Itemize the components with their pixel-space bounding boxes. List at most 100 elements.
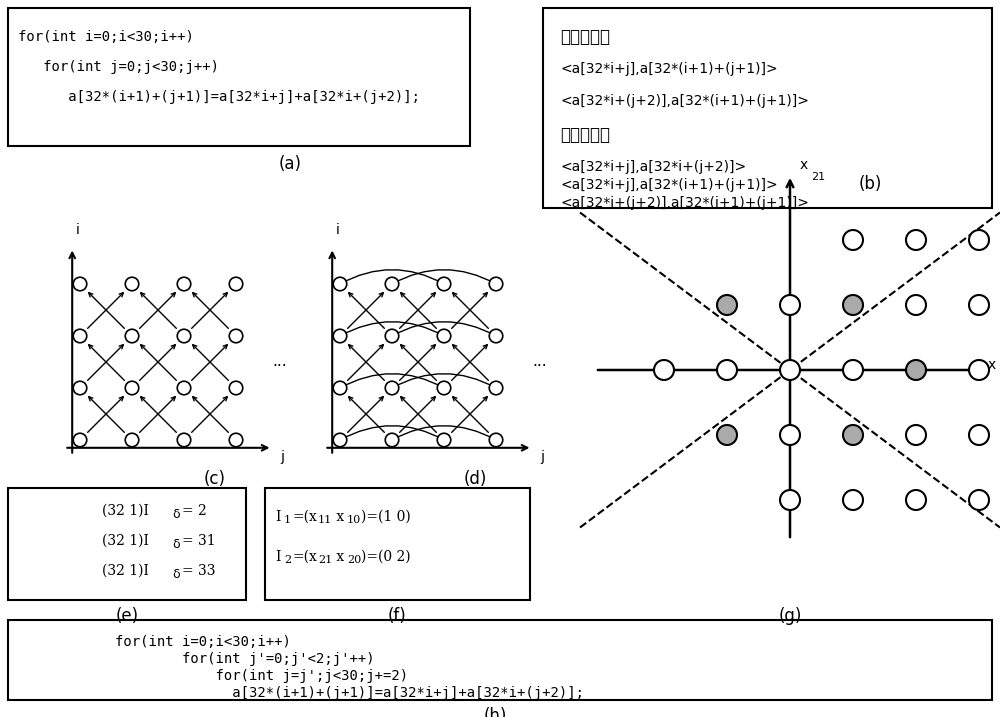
Text: for(int i=0;i<30;i++): for(int i=0;i<30;i++) xyxy=(18,30,194,44)
Text: <a[32*i+j],a[32*(i+1)+(j+1)]>: <a[32*i+j],a[32*(i+1)+(j+1)]> xyxy=(560,178,778,192)
Circle shape xyxy=(73,381,87,395)
Circle shape xyxy=(437,381,451,395)
Circle shape xyxy=(125,329,139,343)
Text: j: j xyxy=(280,450,284,464)
Circle shape xyxy=(780,425,800,445)
Circle shape xyxy=(437,329,451,343)
Bar xyxy=(8,488,246,600)
Circle shape xyxy=(73,329,87,343)
Circle shape xyxy=(717,360,737,380)
Text: x: x xyxy=(800,158,808,172)
Text: =(x: =(x xyxy=(292,510,317,524)
Text: I: I xyxy=(275,550,280,564)
Text: 10: 10 xyxy=(347,515,361,525)
Text: (a): (a) xyxy=(278,155,302,173)
Circle shape xyxy=(333,381,347,395)
Text: (d): (d) xyxy=(463,470,487,488)
Bar xyxy=(8,620,992,700)
Circle shape xyxy=(843,230,863,250)
Circle shape xyxy=(489,381,503,395)
Circle shape xyxy=(969,490,989,510)
Text: a[32*(i+1)+(j+1)]=a[32*i+j]+a[32*i+(j+2)];: a[32*(i+1)+(j+1)]=a[32*i+j]+a[32*i+(j+2)… xyxy=(115,686,584,700)
Circle shape xyxy=(229,329,243,343)
Text: = 33: = 33 xyxy=(182,564,216,578)
Text: <a[32*i+(j+2)],a[32*(i+1)+(j+1)]>: <a[32*i+(j+2)],a[32*(i+1)+(j+1)]> xyxy=(560,196,809,210)
Text: x: x xyxy=(332,510,344,524)
Text: <a[32*i+(j+2)],a[32*(i+1)+(j+1)]>: <a[32*i+(j+2)],a[32*(i+1)+(j+1)]> xyxy=(560,94,809,108)
Text: = 2: = 2 xyxy=(182,504,207,518)
Circle shape xyxy=(177,381,191,395)
Text: i: i xyxy=(336,223,340,237)
Circle shape xyxy=(717,425,737,445)
Circle shape xyxy=(717,295,737,315)
Circle shape xyxy=(843,295,863,315)
Text: 21: 21 xyxy=(318,555,332,565)
Text: <a[32*i+j],a[32*i+(j+2)]>: <a[32*i+j],a[32*i+(j+2)]> xyxy=(560,160,746,174)
Circle shape xyxy=(654,360,674,380)
Text: a[32*(i+1)+(j+1)]=a[32*i+j]+a[32*i+(j+2)];: a[32*(i+1)+(j+1)]=a[32*i+j]+a[32*i+(j+2)… xyxy=(18,90,420,104)
Bar xyxy=(8,8,470,146)
Text: ...: ... xyxy=(532,354,547,369)
Circle shape xyxy=(969,295,989,315)
Text: (c): (c) xyxy=(204,470,226,488)
Circle shape xyxy=(969,230,989,250)
Text: 重用集合：: 重用集合： xyxy=(560,126,610,144)
Circle shape xyxy=(843,360,863,380)
Text: for(int j'=0;j'<2;j'++): for(int j'=0;j'<2;j'++) xyxy=(115,652,375,666)
Circle shape xyxy=(385,329,399,343)
Circle shape xyxy=(906,360,926,380)
Circle shape xyxy=(73,433,87,447)
Circle shape xyxy=(437,433,451,447)
Circle shape xyxy=(229,381,243,395)
Text: )=(0 2): )=(0 2) xyxy=(361,550,411,564)
Circle shape xyxy=(780,360,800,380)
Circle shape xyxy=(906,295,926,315)
Circle shape xyxy=(333,329,347,343)
Text: x: x xyxy=(988,358,996,372)
Text: (32 1)I: (32 1)I xyxy=(102,534,148,548)
Text: 21: 21 xyxy=(811,172,825,182)
Text: for(int j=j';j<30;j+=2): for(int j=j';j<30;j+=2) xyxy=(115,669,408,683)
Circle shape xyxy=(73,277,87,291)
Bar xyxy=(543,8,992,208)
Circle shape xyxy=(969,360,989,380)
Circle shape xyxy=(906,230,926,250)
Text: (32 1)I: (32 1)I xyxy=(102,504,148,518)
Circle shape xyxy=(333,433,347,447)
Text: ...: ... xyxy=(272,354,287,369)
Circle shape xyxy=(906,425,926,445)
Text: )=(1 0): )=(1 0) xyxy=(361,510,411,524)
Bar xyxy=(265,488,530,600)
Circle shape xyxy=(125,381,139,395)
Circle shape xyxy=(780,490,800,510)
Circle shape xyxy=(177,329,191,343)
Circle shape xyxy=(489,433,503,447)
Text: 20: 20 xyxy=(999,367,1000,377)
Circle shape xyxy=(385,277,399,291)
Text: j: j xyxy=(540,450,544,464)
Text: (32 1)I: (32 1)I xyxy=(102,564,148,578)
Circle shape xyxy=(906,490,926,510)
Text: 2: 2 xyxy=(284,555,291,565)
Text: x: x xyxy=(332,550,344,564)
Text: =(x: =(x xyxy=(292,550,317,564)
Text: (f): (f) xyxy=(388,607,406,625)
Circle shape xyxy=(843,425,863,445)
Text: 1: 1 xyxy=(284,515,291,525)
Text: (g): (g) xyxy=(778,607,802,625)
Text: (e): (e) xyxy=(115,607,139,625)
Text: i: i xyxy=(76,223,80,237)
Text: for(int j=0;j<30;j++): for(int j=0;j<30;j++) xyxy=(18,60,219,74)
Circle shape xyxy=(969,425,989,445)
Circle shape xyxy=(125,433,139,447)
Text: (b): (b) xyxy=(858,175,882,193)
Text: δ: δ xyxy=(172,508,180,521)
Circle shape xyxy=(385,433,399,447)
Circle shape xyxy=(489,277,503,291)
Text: 11: 11 xyxy=(318,515,332,525)
Circle shape xyxy=(229,433,243,447)
Circle shape xyxy=(385,381,399,395)
Circle shape xyxy=(780,295,800,315)
Text: I: I xyxy=(275,510,280,524)
Text: (h): (h) xyxy=(483,707,507,717)
